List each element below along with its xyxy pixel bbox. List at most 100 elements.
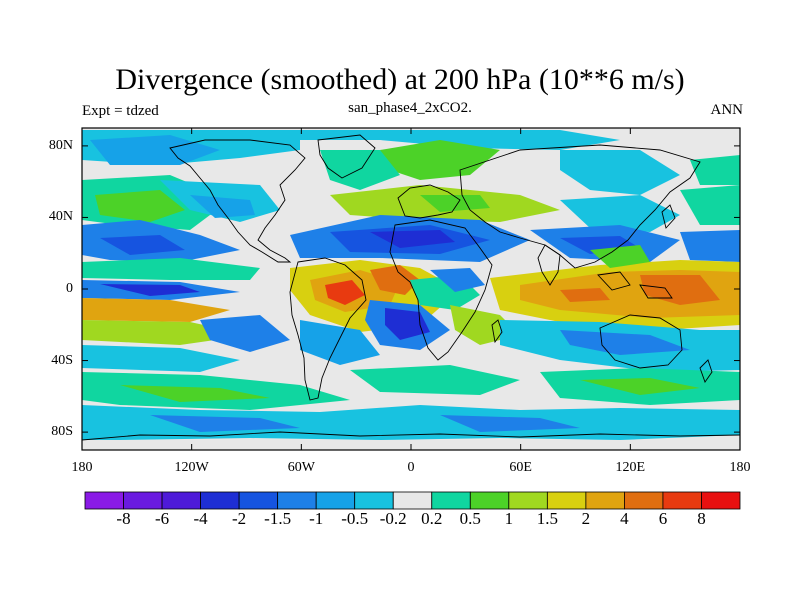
colorbar-swatch: [508, 491, 548, 510]
shade-region: [320, 150, 400, 190]
colorbar-swatch: [315, 491, 356, 510]
shade-region: [385, 308, 430, 340]
colorbar-swatch: [200, 491, 240, 510]
lat-tick-label: 80N: [48, 137, 73, 153]
shade-region: [82, 298, 230, 322]
colorbar-label: -6: [154, 509, 170, 528]
shade-region: [560, 150, 680, 195]
colorbar-swatch: [662, 491, 702, 510]
shade-region: [370, 230, 455, 248]
shade-region: [300, 130, 620, 150]
shade-region: [560, 330, 690, 355]
colorbar-swatch: [624, 491, 664, 510]
season-label: ANN: [710, 102, 744, 118]
shade-region: [200, 315, 290, 352]
shade-region: [120, 385, 270, 402]
colorbar-label: -0.2: [379, 509, 407, 528]
experiment-label: Expt = tdzed: [82, 103, 159, 119]
shade-region: [100, 235, 185, 255]
shade-region: [680, 230, 740, 262]
lon-tick-label: 180: [71, 460, 93, 475]
asia-outline: [459, 144, 701, 269]
shade-region: [590, 245, 650, 268]
coastlines: [82, 134, 740, 441]
lat-tick-label: 0: [66, 281, 73, 296]
colorbar-label: 6: [658, 509, 668, 528]
colorbar-label: 0.2: [421, 509, 443, 528]
shade-region: [82, 345, 240, 372]
colorbar-label: 1.5: [536, 509, 558, 528]
lon-tick-label: 60E: [509, 460, 532, 475]
page-title: Divergence (smoothed) at 200 hPa (10**6 …: [115, 63, 685, 96]
india-outline: [537, 244, 561, 286]
shade-region: [440, 415, 580, 432]
shade-region: [325, 280, 365, 305]
sea-islands-outline: [597, 271, 631, 291]
lon-tick-label: 120E: [615, 460, 646, 475]
africa-outline: [389, 219, 493, 361]
colorbar-label: -1: [309, 509, 324, 528]
colorbar-swatch: [123, 491, 163, 510]
shade-region: [300, 320, 380, 365]
lat-tick-label: 80S: [51, 424, 73, 440]
shade-region: [95, 190, 185, 222]
shade-region: [580, 378, 700, 395]
australia-outline: [599, 314, 683, 369]
north-america-outline: [169, 139, 306, 263]
south-america-outline: [289, 257, 367, 401]
shade-region: [82, 405, 740, 440]
madagascar-outline: [491, 319, 503, 344]
shade-region: [430, 268, 485, 292]
colorbar-label: -4: [193, 509, 208, 528]
axis-ticks: [81, 128, 741, 450]
new-zealand-outline: [699, 359, 713, 383]
colorbar-swatch: [585, 491, 625, 510]
sea-islands-outline: [639, 284, 673, 299]
colorbar-label: 4: [620, 509, 629, 528]
japan-outline: [661, 204, 676, 229]
colorbar-label: -8: [116, 509, 131, 528]
colorbar-swatch: [161, 491, 201, 510]
colorbar-label: -0.5: [341, 509, 369, 528]
colorbar-label: -1.5: [264, 509, 292, 528]
colorbar-swatch: [392, 491, 433, 510]
field-shading: [82, 128, 740, 450]
colorbar-swatch: [277, 491, 317, 510]
shade-region: [90, 135, 220, 165]
shade-region: [370, 265, 420, 295]
colorbar-label: -2: [232, 509, 247, 528]
colorbar-swatch: [469, 491, 510, 510]
case-label: san_phase4_2xCO2.: [348, 100, 472, 116]
shade-region: [420, 195, 490, 212]
colorbar-swatch: [238, 491, 279, 510]
shade-region: [100, 284, 200, 296]
colorbar-label: 0.5: [459, 509, 481, 528]
shade-region: [350, 365, 520, 395]
colorbar-swatch: [354, 491, 394, 510]
colorbar-swatch: [701, 491, 741, 510]
shade-region: [560, 288, 610, 302]
lat-tick-label: 40N: [48, 209, 73, 225]
lon-tick-label: 0: [407, 460, 415, 475]
shade-region: [380, 140, 500, 180]
shade-region: [640, 275, 720, 305]
antarctica-outline: [82, 431, 740, 441]
colorbar-swatch: [546, 491, 587, 510]
shade-region: [82, 258, 260, 280]
lon-tick-label: 120W: [174, 460, 209, 475]
lat-tick-label: 40S: [51, 352, 73, 368]
colorbar-label: 1: [504, 509, 514, 528]
lon-tick-label: 60W: [287, 460, 315, 475]
shade-region: [150, 415, 300, 432]
shade-region: [560, 195, 680, 232]
shade-region: [190, 195, 255, 218]
colorbar-swatch: [431, 491, 471, 510]
colorbar-label: 2: [581, 509, 591, 528]
colorbar-swatch: [84, 491, 124, 510]
colorbar-label: 8: [697, 509, 706, 528]
shade-region: [680, 185, 740, 225]
colorbar: [84, 491, 741, 510]
lon-tick-label: 180: [729, 460, 751, 475]
shade-region: [690, 155, 740, 185]
